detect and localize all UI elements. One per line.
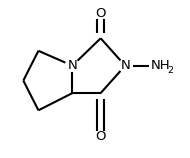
Text: O: O [95,7,106,20]
Text: N: N [67,59,77,72]
Text: 2: 2 [167,66,173,75]
Text: NH: NH [150,59,170,72]
Text: N: N [120,59,130,72]
Text: O: O [95,131,106,143]
